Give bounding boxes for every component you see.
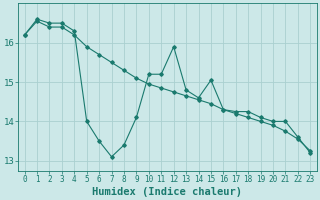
X-axis label: Humidex (Indice chaleur): Humidex (Indice chaleur) (92, 186, 243, 197)
